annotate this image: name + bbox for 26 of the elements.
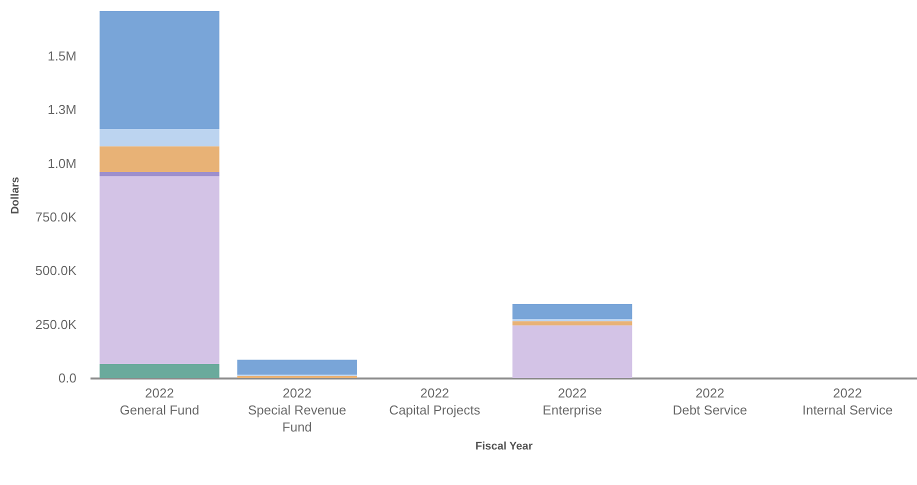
bar	[100, 176, 220, 364]
x-axis-title: Fiscal Year	[475, 440, 534, 452]
y-tick-label: 500.0K	[35, 263, 77, 278]
bar	[100, 129, 220, 146]
x-tick-label: 2022 General Fund	[120, 386, 200, 418]
bar	[512, 318, 632, 322]
bar	[512, 304, 632, 319]
y-tick-label: 1.5M	[48, 48, 76, 64]
bar	[512, 325, 632, 378]
x-tick-label: 2022 Special Revenue Fund	[248, 386, 346, 434]
x-tick-label: 2022 Enterprise	[542, 386, 602, 418]
bar	[237, 360, 357, 375]
y-tick-label: 750.0K	[35, 210, 77, 225]
bar	[100, 172, 220, 176]
bar	[512, 321, 632, 326]
y-tick-label: 0.0	[58, 370, 76, 386]
y-tick-label: 1.3M	[48, 102, 76, 118]
y-tick-label: 1.0M	[48, 156, 76, 171]
x-tick-label: 2022 Debt Service	[672, 386, 748, 418]
y-axis-title: Dollars	[10, 176, 22, 214]
x-tick-label: 2022 Capital Projects	[389, 386, 481, 418]
bar	[100, 146, 220, 172]
bar	[100, 364, 220, 378]
bar	[100, 11, 220, 130]
y-tick-label: 250.0K	[35, 316, 77, 332]
x-tick-label: 2022 Internal Service	[802, 386, 893, 418]
